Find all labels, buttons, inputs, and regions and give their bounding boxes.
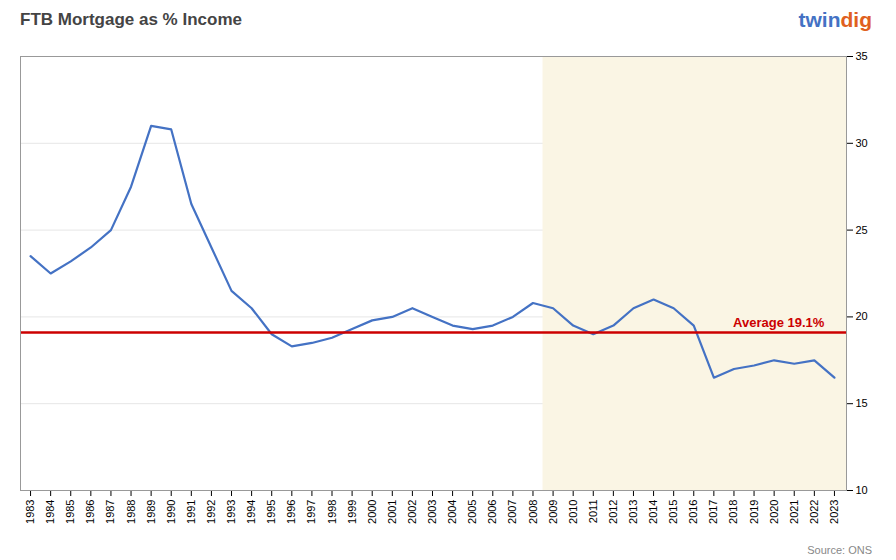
svg-text:2001: 2001 (386, 500, 398, 524)
svg-text:25: 25 (856, 224, 868, 236)
svg-text:2000: 2000 (366, 500, 378, 524)
svg-text:2022: 2022 (808, 500, 820, 524)
svg-text:2002: 2002 (406, 500, 418, 524)
svg-text:1984: 1984 (44, 500, 56, 524)
svg-text:2009: 2009 (547, 500, 559, 524)
svg-text:1999: 1999 (346, 500, 358, 524)
svg-text:10: 10 (856, 484, 868, 496)
svg-text:2006: 2006 (486, 500, 498, 524)
svg-text:2008: 2008 (527, 500, 539, 524)
svg-text:2005: 2005 (466, 500, 478, 524)
svg-text:2003: 2003 (426, 500, 438, 524)
svg-text:2016: 2016 (687, 500, 699, 524)
svg-text:2015: 2015 (667, 500, 679, 524)
svg-text:30: 30 (856, 137, 868, 149)
svg-text:2017: 2017 (707, 500, 719, 524)
svg-text:1996: 1996 (285, 500, 297, 524)
svg-text:1994: 1994 (245, 500, 257, 524)
html-text:Source: ONS: Source: ONS (807, 544, 872, 556)
svg-text:35: 35 (856, 50, 868, 62)
svg-text:1997: 1997 (305, 500, 317, 524)
svg-text:1991: 1991 (185, 500, 197, 524)
svg-text:1988: 1988 (125, 500, 137, 524)
svg-text:1993: 1993 (225, 500, 237, 524)
svg-text:2012: 2012 (607, 500, 619, 524)
svg-text:2021: 2021 (788, 500, 800, 524)
svg-text:1986: 1986 (84, 500, 96, 524)
svg-text:2023: 2023 (828, 500, 840, 524)
svg-text:1995: 1995 (265, 500, 277, 524)
svg-text:2011: 2011 (587, 500, 599, 524)
svg-text:2018: 2018 (727, 500, 739, 524)
svg-text:1987: 1987 (104, 500, 116, 524)
svg-text:1989: 1989 (145, 500, 157, 524)
svg-text:1983: 1983 (24, 500, 36, 524)
svg-text:2019: 2019 (748, 500, 760, 524)
svg-text:2020: 2020 (768, 500, 780, 524)
svg-text:2014: 2014 (647, 500, 659, 524)
svg-text:2013: 2013 (627, 500, 639, 524)
html-text:twin dig: twin dig (798, 8, 872, 31)
svg-text:15: 15 (856, 397, 868, 409)
svg-text:20: 20 (856, 310, 868, 322)
svg-text:1998: 1998 (326, 500, 338, 524)
html-text:FTB Mortgage as % Income: FTB Mortgage as % Income (20, 10, 242, 29)
svg-text:1985: 1985 (64, 500, 76, 524)
svg-text:1992: 1992 (205, 500, 217, 524)
svg-text:2010: 2010 (567, 500, 579, 524)
svg-text:2007: 2007 (506, 500, 518, 524)
svg-text:2004: 2004 (446, 500, 458, 524)
svg-text:1990: 1990 (165, 500, 177, 524)
svg-text:Average 19.1%: Average 19.1% (733, 315, 825, 330)
